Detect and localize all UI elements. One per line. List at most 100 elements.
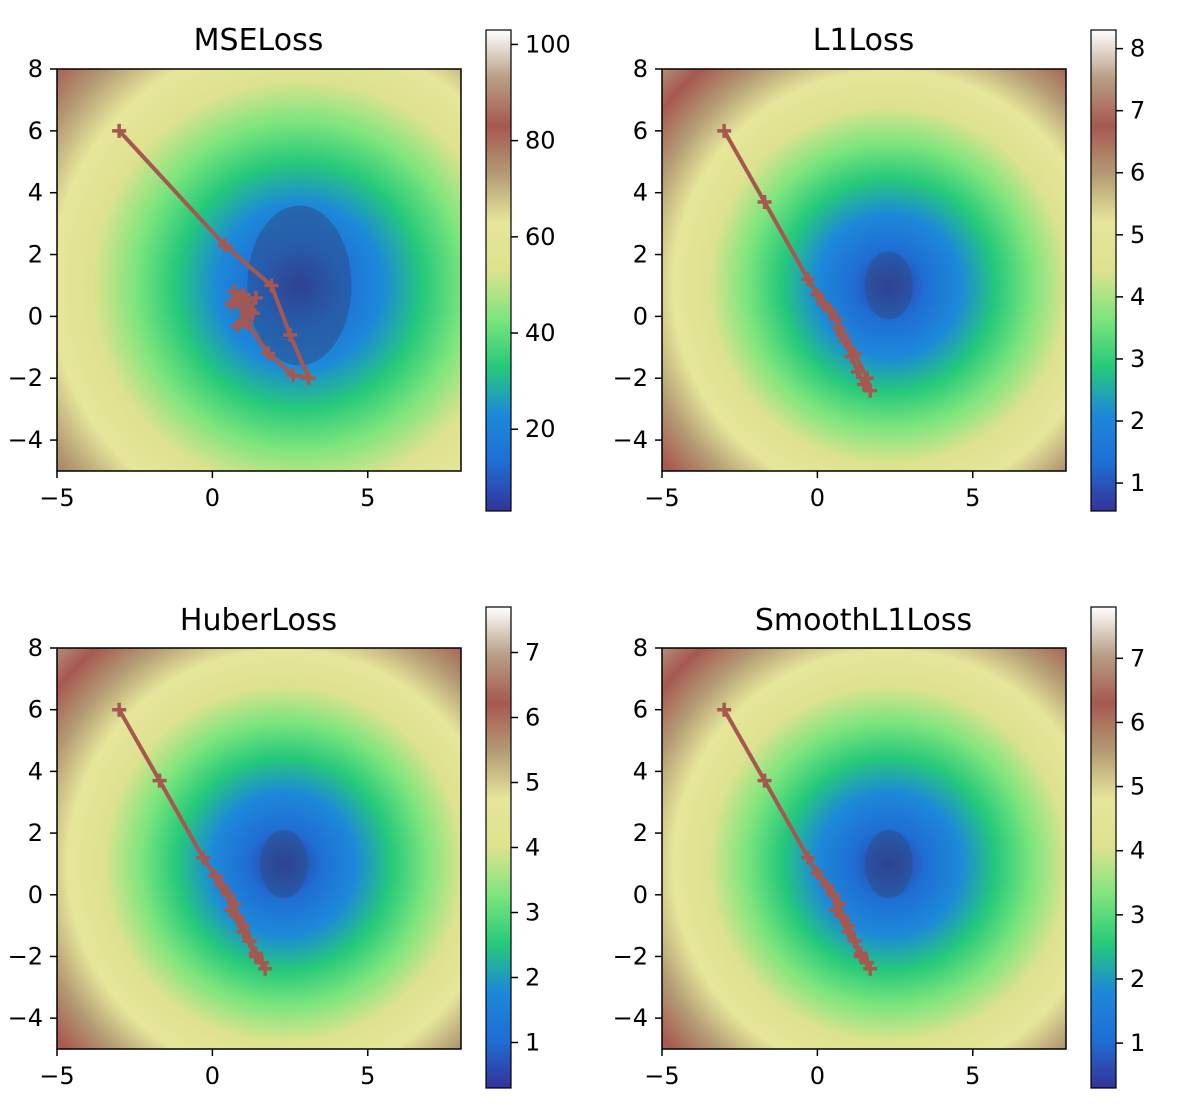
- mseloss-colorbar-tick-label: 60: [525, 223, 556, 251]
- l1loss-colorbar-tick-label: 8: [1130, 35, 1145, 63]
- huberloss-trajectory-marker: [224, 903, 239, 918]
- huberloss-trajectory-marker: [227, 897, 242, 912]
- l1loss-ytick-label: −4: [613, 426, 648, 454]
- huberloss-xtick-label: −5: [39, 1062, 74, 1090]
- mseloss-trajectory-marker: [286, 368, 301, 383]
- l1loss-trajectory-marker: [835, 327, 850, 342]
- huberloss-trajectory-line: [117, 708, 268, 971]
- smoothl1loss-trajectory-marker: [847, 934, 862, 949]
- huberloss-trajectory-marker: [196, 850, 211, 865]
- huberloss-trajectory-marker: [220, 887, 235, 902]
- l1loss-ytick-label: 4: [633, 179, 648, 207]
- mseloss-trajectory-marker: [217, 238, 232, 253]
- l1loss-trajectory-marker: [801, 272, 816, 287]
- mseloss-trajectory-marker: [112, 123, 127, 138]
- mseloss-surface: [57, 69, 461, 471]
- l1loss-trajectory-marker: [850, 365, 865, 380]
- l1loss-trajectory-marker: [838, 334, 853, 349]
- huberloss-xtick-label: 0: [205, 1062, 220, 1090]
- mseloss-colorbar-tick-label: 100: [525, 30, 571, 58]
- huberloss-trajectory-marker: [112, 702, 127, 717]
- mseloss-trajectory-marker: [248, 290, 263, 305]
- smoothl1loss-xtick-label: 0: [810, 1062, 825, 1090]
- l1loss-colorbar-tick-label: 2: [1130, 407, 1145, 435]
- mseloss-ytick-label: −4: [8, 426, 43, 454]
- smoothl1loss-trajectory-marker: [863, 961, 878, 976]
- smoothl1loss-trajectory-marker: [829, 903, 844, 918]
- huberloss-trajectory-marker: [236, 924, 251, 939]
- smoothl1loss-trajectory-marker: [853, 946, 868, 961]
- l1loss-xtick-label: −5: [644, 484, 679, 512]
- smoothl1loss-minimum-basin: [864, 829, 913, 898]
- smoothl1loss-contour-field: [662, 648, 1066, 1049]
- l1loss-ytick-label: 0: [633, 302, 648, 330]
- huberloss-colorbar-tick-label: 2: [525, 964, 540, 992]
- smoothl1loss-trajectory-marker: [801, 850, 816, 865]
- huberloss-trajectory-marker: [242, 934, 257, 949]
- mseloss-title: MSELoss: [194, 23, 324, 58]
- mseloss-trajectory-marker: [230, 318, 245, 333]
- smoothl1loss-ytick-label: 8: [633, 634, 648, 662]
- mseloss-colorbar-tick-label: 40: [525, 319, 556, 347]
- huberloss-minimum-basin: [259, 829, 308, 898]
- huberloss-trajectory-marker: [258, 961, 273, 976]
- huberloss-ytick-label: 8: [28, 634, 43, 662]
- smoothl1loss-trajectory-line: [722, 708, 873, 971]
- smoothl1loss-ytick-label: −2: [613, 942, 648, 970]
- mseloss-trajectory-line: [117, 129, 311, 381]
- huberloss-trajectory-marker: [236, 918, 251, 933]
- l1loss-xtick-label: 0: [810, 484, 825, 512]
- mseloss-trajectory-marker: [283, 327, 298, 342]
- mseloss-colorbar-tick-label: 80: [525, 127, 556, 155]
- l1loss-trajectory-marker: [844, 349, 859, 364]
- l1loss-trajectory-marker: [832, 321, 847, 336]
- huberloss-ytick-label: 4: [28, 757, 43, 785]
- smoothl1loss-ytick-label: 4: [633, 757, 648, 785]
- huberloss-trajectory-marker: [152, 773, 167, 788]
- smoothl1loss-colorbar-tick-label: 2: [1130, 965, 1145, 993]
- l1loss-trajectory-marker: [857, 377, 871, 392]
- huberloss-trajectory-marker: [248, 949, 263, 964]
- smoothl1loss-title: SmoothL1Loss: [755, 603, 972, 638]
- mseloss-ytick-label: 0: [28, 302, 43, 330]
- huberloss-ytick-label: −2: [8, 942, 43, 970]
- l1loss-ytick-label: 8: [633, 55, 648, 83]
- huberloss-xtick-label: 5: [360, 1062, 375, 1090]
- l1loss-trajectory-marker: [810, 287, 825, 302]
- huberloss-trajectory-marker: [214, 878, 229, 893]
- huberloss-colorbar-tick-label: 5: [525, 769, 540, 797]
- l1loss-colorbar-tick-label: 4: [1130, 283, 1145, 311]
- mseloss-trajectory-marker: [224, 297, 239, 312]
- mseloss-minimum-basin: [247, 205, 352, 366]
- l1loss-trajectory-marker: [757, 194, 772, 209]
- mseloss-trajectory-marker: [236, 287, 251, 302]
- smoothl1loss-xtick-label: 5: [965, 1062, 980, 1090]
- mseloss-trajectory-marker: [239, 315, 254, 330]
- mseloss-ytick-label: 4: [28, 179, 43, 207]
- smoothl1loss-trajectory-marker: [717, 702, 732, 717]
- mseloss-xtick-label: −5: [39, 484, 74, 512]
- l1loss-minimum-basin: [864, 251, 913, 320]
- mseloss-axes-frame: [56, 68, 462, 472]
- mseloss-trajectory-marker: [264, 278, 279, 293]
- l1loss-xtick-label: 5: [965, 484, 980, 512]
- l1loss-colorbar-tick-label: 7: [1130, 97, 1145, 125]
- huberloss-trajectory-marker: [230, 909, 245, 924]
- l1loss-surface: [662, 69, 1066, 471]
- smoothl1loss-trajectory-marker: [841, 924, 856, 939]
- huberloss-axes-frame: [56, 647, 462, 1050]
- huberloss-trajectory-marker: [208, 869, 223, 884]
- mseloss-trajectory-marker: [227, 284, 242, 299]
- mseloss-ytick-label: 6: [28, 117, 43, 145]
- smoothl1loss-colorbar-tick-label: 7: [1130, 644, 1145, 672]
- mseloss-ytick-label: 2: [28, 241, 43, 269]
- huberloss-colorbar-tick-label: 6: [525, 704, 540, 732]
- huberloss-colorbar-tick-label: 3: [525, 899, 540, 927]
- huberloss-contour-field: [57, 648, 461, 1049]
- huberloss-colorbar-tick-label: 1: [525, 1029, 540, 1057]
- smoothl1loss-trajectory-marker: [832, 897, 847, 912]
- huberloss-colorbar-tick-label: 4: [525, 834, 540, 862]
- huberloss-ytick-label: 0: [28, 881, 43, 909]
